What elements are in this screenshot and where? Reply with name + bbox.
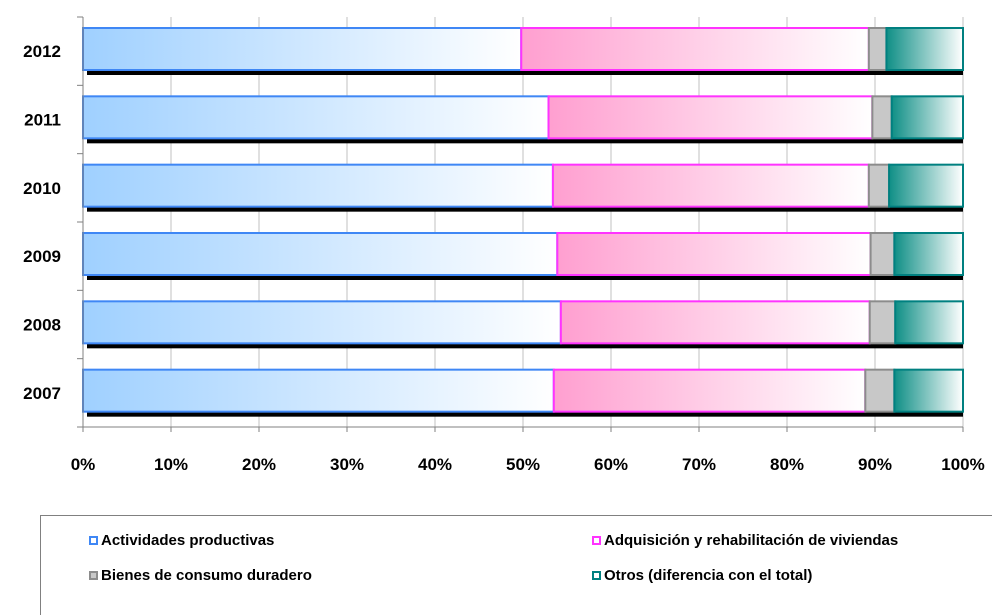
legend-swatch-otros [592,571,601,580]
bar-2008-series-3 [894,300,964,345]
legend-label-viviendas: Adquisición y rehabilitación de vivienda… [604,532,899,549]
tick-labels: 2012 2011 2010 2009 2008 2007 0% 10% 20% 30% 40% 50… [23,42,985,474]
bar-2007-series-0 [82,368,555,413]
x-tick-label: 0% [71,455,96,474]
gridlines [82,17,964,427]
bar-2007-series-2 [864,368,896,413]
legend-item-actividades: Actividades productivas [89,532,274,549]
legend-item-bienes: Bienes de consumo duradero [89,567,312,584]
legend-label-bienes: Bienes de consumo duradero [101,567,312,584]
bar-shadow-2007 [87,411,963,417]
bar-shadows [87,70,963,417]
chart: 2012 2011 2010 2009 2008 2007 0% 10% 20% 30% 40% 50… [23,16,985,474]
bar-2012-series-2 [867,27,888,71]
bar-2012-series-3 [885,27,964,71]
y-tick-label: 2011 [24,111,61,130]
x-tick-label: 10% [154,455,188,474]
x-tick-label: 60% [594,455,628,474]
bar-2011-series-0 [82,95,550,140]
legend: Actividades productivas Adquisición y re… [40,515,992,615]
y-tick-label: 2012 [23,42,61,61]
y-tick-label: 2008 [23,316,61,335]
x-tick-label: 80% [770,455,804,474]
x-tick-label: 40% [418,455,452,474]
x-tick-label: 90% [858,455,892,474]
y-tick-label: 2007 [23,384,61,403]
bar-2011-series-1 [547,95,874,140]
legend-swatch-actividades [89,536,98,545]
x-tick-label: 20% [242,455,276,474]
bar-2010-series-0 [82,163,554,208]
bar-2009-series-0 [82,232,559,276]
bar-2010-series-1 [551,163,870,208]
legend-item-otros: Otros (diferencia con el total) [592,567,812,584]
bar-2009-series-3 [893,232,964,276]
legend-swatch-bienes [89,571,98,580]
bar-2012-series-0 [82,27,523,71]
bar-2010-series-2 [867,163,891,208]
bar-shadow-2011 [87,138,963,144]
bar-shadow-2012 [87,70,963,75]
axes [77,16,964,432]
bar-2009-series-1 [556,232,872,276]
x-tick-label: 50% [506,455,540,474]
bar-2008-series-2 [868,300,897,345]
bar-2008-series-1 [559,300,871,345]
bar-2007-series-1 [552,368,867,413]
legend-label-actividades: Actividades productivas [101,532,275,549]
bar-2008-series-0 [82,300,562,345]
x-tick-label: 70% [682,455,716,474]
bar-shadow-2009 [87,275,963,280]
bar-2012-series-1 [520,27,870,71]
bar-2010-series-3 [888,163,965,208]
bar-2007-series-3 [893,368,964,413]
legend-item-viviendas: Adquisición y rehabilitación de vivienda… [592,532,898,549]
legend-label-otros: Otros (diferencia con el total) [604,567,813,584]
bar-2011-series-2 [871,95,893,140]
x-tick-label: 100% [941,455,984,474]
legend-swatch-viviendas [592,536,601,545]
bars [82,27,965,413]
y-tick-label: 2010 [23,179,61,198]
bar-2009-series-2 [869,232,896,276]
y-tick-label: 2009 [23,247,61,266]
bar-shadow-2008 [87,343,963,349]
x-tick-label: 30% [330,455,364,474]
bar-shadow-2010 [87,206,963,212]
bar-2011-series-3 [890,95,964,140]
